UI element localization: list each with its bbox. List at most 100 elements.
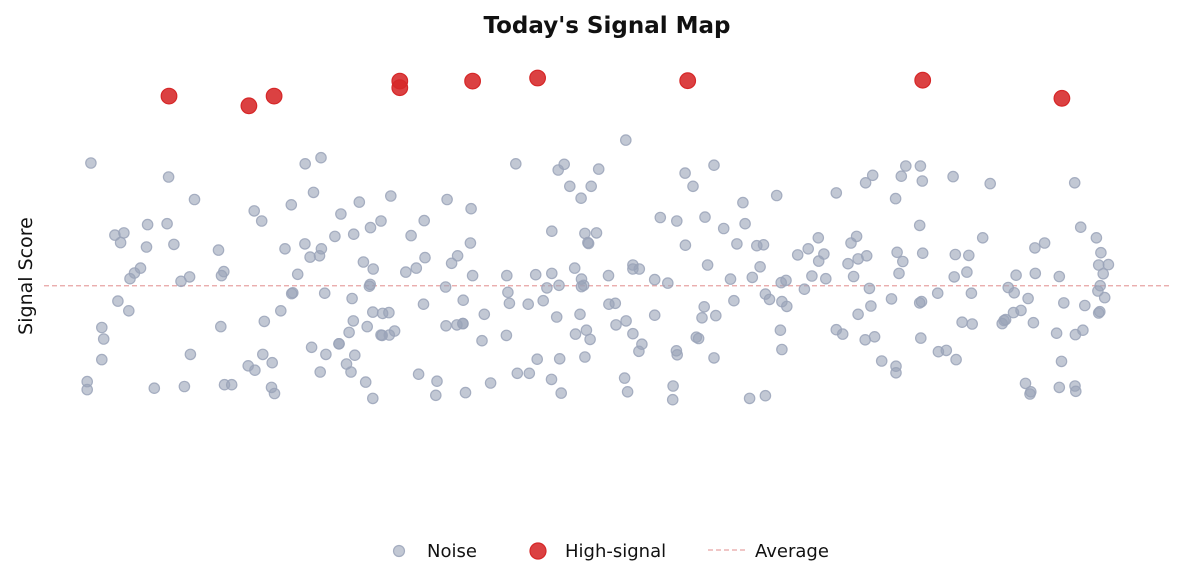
noise-point xyxy=(780,274,792,287)
noise-point xyxy=(1079,299,1091,312)
noise-point xyxy=(577,279,590,292)
noise-point xyxy=(866,169,879,182)
noise-point xyxy=(96,353,108,366)
noise-point xyxy=(780,300,793,313)
noise-point xyxy=(1074,221,1087,233)
noise-point xyxy=(850,230,863,243)
noise-point xyxy=(376,307,389,320)
noise-point xyxy=(590,227,603,239)
noise-point xyxy=(806,270,818,282)
noise-point xyxy=(502,286,514,299)
noise-point xyxy=(1053,381,1066,394)
noise-point xyxy=(441,193,453,206)
noise-point xyxy=(215,320,227,333)
noise-point xyxy=(511,367,524,380)
noise-point xyxy=(545,373,558,386)
legend-item-high-signal: High-signal xyxy=(529,541,666,562)
noise-point xyxy=(545,267,558,280)
noise-point xyxy=(648,273,661,286)
noise-point xyxy=(1027,316,1040,329)
noise-point xyxy=(509,158,522,170)
noise-point xyxy=(579,227,591,240)
noise-point xyxy=(279,243,291,255)
noise-point xyxy=(962,249,975,262)
noise-point xyxy=(679,167,691,179)
legend-high-signal-label: High-signal xyxy=(565,541,666,562)
noise-point xyxy=(802,243,814,255)
noise-point xyxy=(743,392,756,405)
noise-point xyxy=(405,229,417,242)
noise-point xyxy=(1002,281,1014,294)
noise-point xyxy=(291,268,304,281)
noise-point xyxy=(357,256,370,268)
noise-point xyxy=(575,192,587,204)
noise-point xyxy=(666,393,679,406)
noise-point xyxy=(345,366,357,378)
noise-point xyxy=(1010,269,1022,281)
noise-point xyxy=(410,262,423,274)
noise-point xyxy=(285,199,298,211)
noise-point xyxy=(529,268,542,281)
noise-point xyxy=(97,333,110,345)
noise-point xyxy=(464,237,477,249)
y-axis-label: Signal Score xyxy=(15,217,37,335)
noise-point xyxy=(603,298,615,310)
noise-point xyxy=(162,171,175,183)
noise-point xyxy=(258,315,271,328)
noise-point xyxy=(555,387,567,399)
noise-point xyxy=(361,320,373,333)
noise-point xyxy=(346,292,358,305)
noise-point xyxy=(698,300,710,313)
high-signal-series xyxy=(160,69,1071,115)
noise-point xyxy=(353,196,366,208)
noise-point xyxy=(701,259,714,271)
noise-point xyxy=(692,332,705,345)
noise-point xyxy=(984,177,996,190)
noise-point xyxy=(320,348,332,361)
noise-point xyxy=(914,332,927,344)
noise-point xyxy=(759,389,772,402)
noise-point xyxy=(931,287,944,299)
noise-point xyxy=(305,341,318,354)
noise-point xyxy=(895,170,908,182)
high-signal-point xyxy=(160,87,178,105)
noise-point xyxy=(412,368,425,380)
noise-point xyxy=(375,329,387,341)
noise-point xyxy=(618,372,631,384)
noise-point xyxy=(842,257,854,270)
noise-point xyxy=(114,236,127,249)
noise-point xyxy=(770,189,783,202)
noise-point xyxy=(860,250,873,262)
noise-point xyxy=(863,282,876,295)
legend-item-average: Average xyxy=(708,541,829,562)
noise-point xyxy=(161,217,173,230)
noise-point xyxy=(896,255,909,268)
noise-point xyxy=(812,232,825,244)
noise-point xyxy=(451,250,464,262)
noise-point xyxy=(579,351,591,363)
noise-point xyxy=(754,260,766,273)
legend: Noise High-signal Average xyxy=(392,541,829,562)
noise-point xyxy=(500,329,513,342)
noise-point xyxy=(619,134,632,146)
noise-point xyxy=(875,355,888,367)
noise-point xyxy=(648,309,661,321)
noise-point xyxy=(431,375,443,387)
noise-point xyxy=(584,333,596,346)
noise-point xyxy=(333,337,345,350)
legend-average-label: Average xyxy=(755,541,829,562)
noise-point xyxy=(523,367,536,380)
noise-point xyxy=(633,263,646,275)
noise-point xyxy=(956,316,968,328)
high-signal-point xyxy=(1053,89,1071,107)
noise-point xyxy=(1029,267,1042,280)
noise-point xyxy=(1055,355,1068,368)
noise-point xyxy=(949,248,962,261)
noise-point xyxy=(218,265,230,278)
noise-point xyxy=(366,392,379,405)
noise-point xyxy=(798,283,811,295)
noise-point xyxy=(299,158,311,170)
noise-point xyxy=(998,314,1010,327)
noise-point xyxy=(81,383,93,396)
noise-point xyxy=(621,385,634,398)
